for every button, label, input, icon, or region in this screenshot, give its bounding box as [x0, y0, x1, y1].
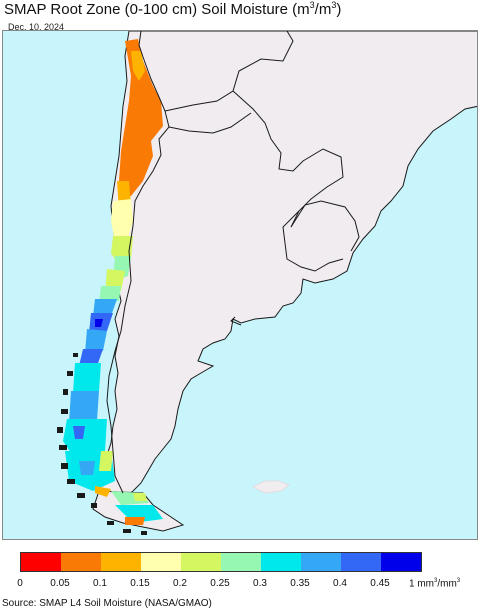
legend-unit: 1 mm3/mm3 [409, 578, 460, 589]
unit-exp-1: 3 [434, 578, 438, 584]
legend-swatch [181, 553, 221, 571]
legend-swatch [21, 553, 61, 571]
land-falklands [251, 480, 291, 494]
legend-swatch [141, 553, 181, 571]
legend-tick: 0 [17, 578, 23, 589]
legend-swatch [101, 553, 141, 571]
title-exp-2: 3 [331, 0, 337, 10]
map-date: Dec. 10, 2024 [8, 22, 65, 32]
title-mid: /m [314, 1, 332, 18]
unit-mid: /mm [437, 578, 457, 590]
unit-exp-2: 3 [456, 578, 461, 584]
legend-swatch [61, 553, 101, 571]
legend-swatch [301, 553, 341, 571]
legend-tick: 0.15 [130, 578, 150, 589]
title-exp-1: 3 [309, 0, 315, 10]
legend-tick: 0.4 [333, 578, 347, 589]
legend-swatch [221, 553, 261, 571]
legend-tick: 0.25 [210, 578, 230, 589]
legend-swatch [341, 553, 381, 571]
legend-tick: 0.45 [370, 578, 390, 589]
legend-colorbar [20, 552, 422, 572]
chile-moisture-overlay [63, 39, 163, 525]
country-borders [106, 31, 360, 494]
legend-tick: 0.35 [290, 578, 310, 589]
title-prefix: SMAP Root Zone (0-100 cm) Soil Moisture … [4, 1, 310, 18]
legend-tick: 0.1 [93, 578, 107, 589]
legend-swatch [261, 553, 301, 571]
unit-prefix: 1 mm [409, 578, 434, 590]
legend-tick: 0.3 [253, 578, 267, 589]
legend-swatch [381, 553, 421, 571]
soil-moisture-map [2, 30, 478, 540]
archipelago-islands [57, 353, 147, 535]
title-suffix: ) [336, 1, 342, 18]
legend-tick: 0.05 [50, 578, 70, 589]
map-canvas [3, 31, 477, 539]
source-credit: Source: SMAP L4 Soil Moisture (NASA/GMAO… [2, 598, 212, 609]
map-title: SMAP Root Zone (0-100 cm) Soil Moisture … [4, 0, 341, 18]
legend-tick: 0.2 [173, 578, 187, 589]
